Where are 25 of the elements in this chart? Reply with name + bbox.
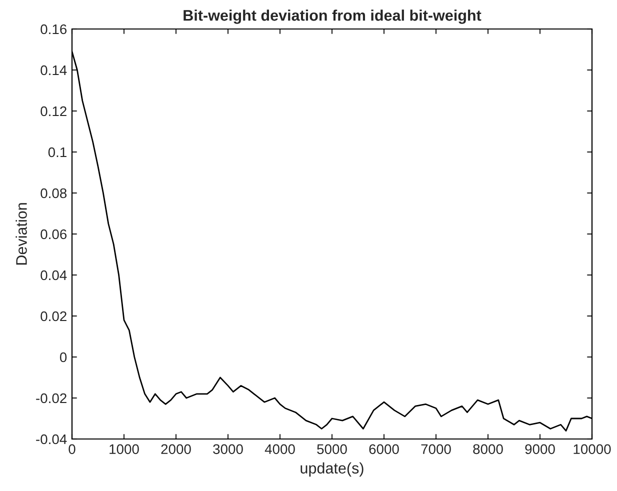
y-tick-label: 0.16 <box>40 24 67 34</box>
y-axis-title: Deviation <box>16 203 27 265</box>
y-tick-label: 0.04 <box>40 270 67 280</box>
y-tick-label: 0.14 <box>40 65 67 76</box>
x-tick-label: 4000 <box>264 444 295 454</box>
y-tick-label: 0.1 <box>48 147 66 158</box>
y-tick-label: 0.12 <box>40 106 66 116</box>
y-tick-label: -0.02 <box>36 393 66 404</box>
y-tick-label: 0.06 <box>40 229 67 240</box>
x-tick-label: 7000 <box>421 444 451 454</box>
x-tick-label: 2000 <box>161 444 191 454</box>
x-axis-title: update(s) <box>300 462 364 477</box>
x-tick-label: 10000 <box>574 444 611 454</box>
chart-title: Bit-weight deviation from ideal bit-weight <box>184 10 482 24</box>
y-tick-label: 0.08 <box>40 188 67 198</box>
y-tick-label: -0.04 <box>36 434 67 444</box>
y-tick-label: 0 <box>60 352 67 362</box>
x-tick-label: 0 <box>68 444 76 454</box>
x-tick-label: 8000 <box>473 444 503 454</box>
x-tick-label: 3000 <box>213 444 243 454</box>
x-tick-label: 1000 <box>110 444 139 454</box>
x-tick-label: 9000 <box>525 444 555 454</box>
x-tick-label: 5000 <box>317 444 347 454</box>
x-tick-label: 6000 <box>369 444 399 454</box>
y-tick-label: 0.02 <box>40 311 66 322</box>
